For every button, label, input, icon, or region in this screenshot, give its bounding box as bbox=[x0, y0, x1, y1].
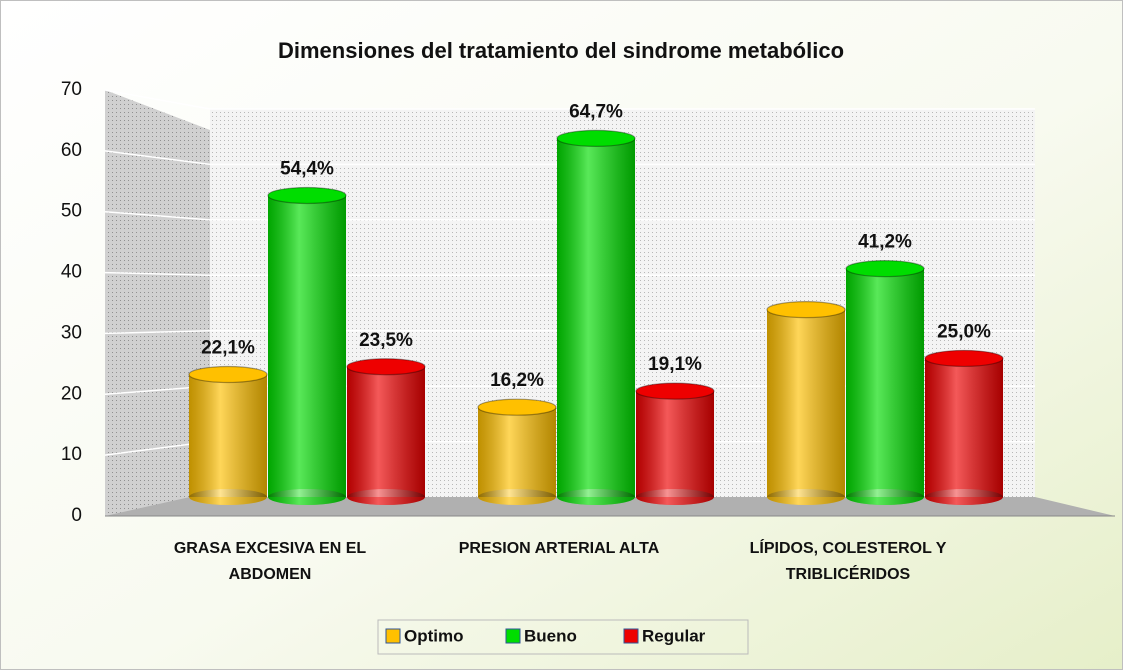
bar-shading bbox=[478, 407, 556, 497]
bar-top bbox=[845, 260, 925, 278]
data-label: 23,5% bbox=[359, 330, 413, 351]
bar-shading bbox=[636, 489, 714, 505]
bar-shading bbox=[189, 374, 267, 497]
data-label: 19,1% bbox=[648, 354, 702, 375]
bar-shading bbox=[478, 489, 556, 505]
bar-top bbox=[267, 186, 347, 205]
bar-shading bbox=[557, 138, 635, 497]
grid-line bbox=[104, 329, 211, 335]
chart-title: Dimensiones del tratamiento del sindrome… bbox=[278, 38, 844, 63]
y-tick-label: 70 bbox=[61, 79, 82, 100]
y-tick-label: 40 bbox=[61, 262, 82, 283]
bar-shading bbox=[767, 309, 845, 497]
bar-shading bbox=[636, 391, 714, 497]
y-tick-label: 10 bbox=[61, 444, 82, 465]
bar-shading bbox=[846, 489, 924, 505]
bar-top bbox=[766, 301, 846, 319]
bar-shading bbox=[268, 195, 346, 497]
bar-shading bbox=[767, 489, 845, 505]
bar-top bbox=[924, 349, 1004, 368]
x-tick-label: PRESION ARTERIAL ALTA bbox=[458, 540, 660, 557]
bar-top bbox=[477, 398, 557, 416]
bar-shading bbox=[925, 489, 1003, 505]
legend-label: Bueno bbox=[524, 626, 577, 645]
bar-shading bbox=[925, 358, 1003, 497]
y-tick-label: 60 bbox=[61, 140, 82, 161]
grid-line bbox=[104, 210, 211, 221]
bar-shading bbox=[347, 489, 425, 505]
legend-box bbox=[377, 619, 749, 655]
bar-top bbox=[556, 129, 636, 147]
bar-shading bbox=[557, 489, 635, 505]
legend-swatch bbox=[623, 628, 639, 644]
bar-shading bbox=[347, 366, 425, 497]
data-label: 41,2% bbox=[858, 232, 912, 253]
x-tick-label: LÍPIDOS, COLESTEROL Y TRIBLICÉRIDOS bbox=[749, 540, 947, 583]
legend-label: Optimo bbox=[404, 626, 464, 645]
data-label: 54,4% bbox=[280, 158, 334, 179]
grid-line bbox=[104, 150, 211, 166]
y-tick-label: 30 bbox=[61, 322, 82, 343]
y-tick-label: 20 bbox=[61, 383, 82, 404]
y-tick-label: 0 bbox=[71, 505, 82, 526]
bar-shading bbox=[846, 268, 924, 497]
y-tick-label: 50 bbox=[61, 201, 82, 222]
x-tick-label: GRASA EXCESIVA EN EL ABDOMEN bbox=[173, 540, 367, 583]
legend-label: Regular bbox=[642, 626, 706, 645]
bar-shading bbox=[189, 489, 267, 505]
bar-top bbox=[635, 382, 715, 400]
data-label: 25,0% bbox=[937, 321, 991, 342]
bar-shading bbox=[268, 489, 346, 505]
bar-top bbox=[346, 358, 426, 376]
data-label: 22,1% bbox=[201, 338, 255, 359]
bar-top bbox=[188, 365, 268, 384]
grid-line bbox=[104, 271, 211, 277]
legend-swatch bbox=[505, 628, 521, 644]
data-label: 64,7% bbox=[569, 101, 623, 122]
legend-swatch bbox=[385, 628, 401, 644]
grid-line bbox=[104, 89, 211, 110]
data-label: 16,2% bbox=[490, 370, 544, 391]
side-wall bbox=[105, 90, 210, 516]
